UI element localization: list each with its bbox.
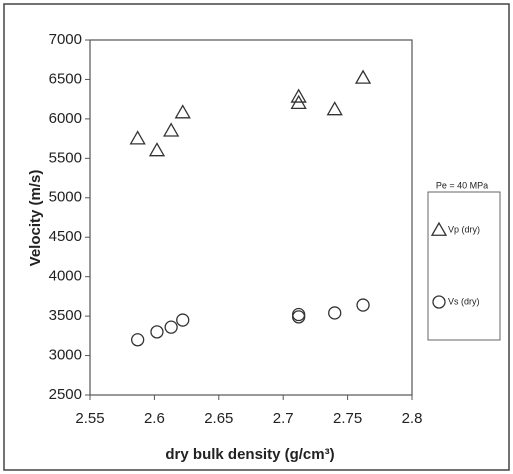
y-tick-label: 3000 — [49, 347, 82, 364]
x-axis-label: dry bulk density (g/cm³) — [165, 446, 334, 463]
x-tick-label: 2.55 — [75, 410, 104, 427]
y-tick-label: 4000 — [49, 268, 82, 285]
plot-area — [89, 39, 413, 396]
point — [292, 310, 306, 324]
point — [164, 320, 178, 334]
point — [328, 306, 342, 320]
legend-label: Vp (dry) — [448, 224, 480, 234]
point — [150, 325, 164, 339]
y-tick-label: 5500 — [49, 149, 82, 166]
legend-label: Vs (dry) — [448, 296, 480, 306]
point — [354, 69, 372, 84]
y-tick-label: 4500 — [49, 228, 82, 245]
point — [356, 298, 370, 312]
y-tick-label: 7000 — [49, 31, 82, 48]
point — [174, 104, 191, 119]
point — [290, 88, 307, 103]
point — [163, 122, 180, 137]
x-tick-label: 2.6 — [144, 410, 165, 427]
y-tick-label: 2500 — [49, 386, 82, 403]
y-tick-label: 6000 — [49, 110, 82, 127]
x-tick-label: 2.65 — [204, 410, 233, 427]
y-tick-label: 3500 — [49, 307, 82, 324]
point — [148, 142, 166, 157]
annotation: Pe = 40 MPa — [436, 180, 488, 190]
y-tick-label: 5000 — [49, 189, 82, 206]
point — [129, 130, 146, 145]
legend-marker — [430, 221, 448, 236]
chart-border — [3, 3, 510, 471]
legend-marker — [432, 295, 446, 309]
point — [131, 333, 145, 347]
y-axis-label: Velocity (m/s) — [27, 170, 44, 267]
y-tick-label: 6500 — [49, 70, 82, 87]
x-tick-label: 2.75 — [333, 410, 362, 427]
x-tick-label: 2.7 — [273, 410, 294, 427]
legend — [427, 191, 501, 341]
point — [326, 101, 343, 116]
x-tick-label: 2.8 — [402, 410, 423, 427]
point — [290, 94, 307, 110]
point — [176, 313, 190, 327]
